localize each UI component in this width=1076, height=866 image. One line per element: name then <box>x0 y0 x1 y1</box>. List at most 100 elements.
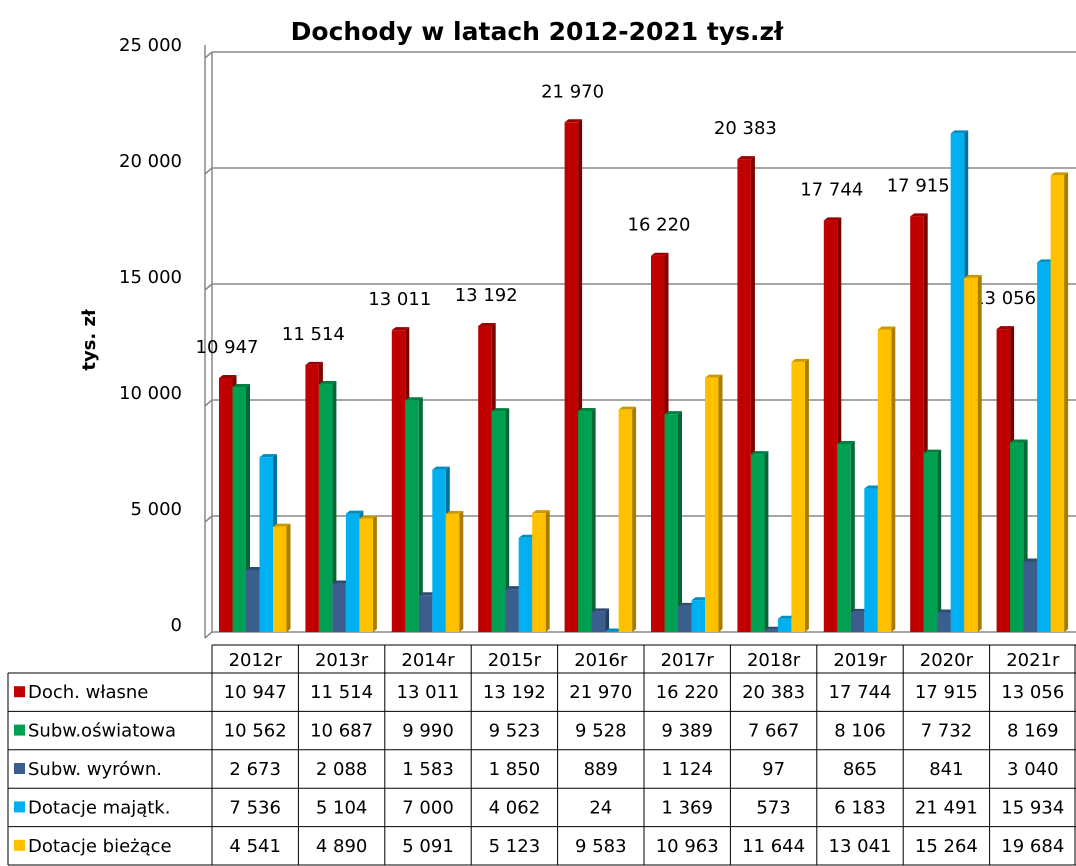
bar <box>259 457 273 632</box>
bar-side <box>505 408 510 632</box>
table-cell: 13 041 <box>829 836 892 857</box>
bar <box>432 469 446 632</box>
table-header: 2020r <box>920 650 974 671</box>
bar <box>678 605 692 632</box>
table-cell: 573 <box>756 797 790 818</box>
table-cell: 5 123 <box>489 836 541 857</box>
table-cell: 889 <box>584 759 618 780</box>
table-header: 2016r <box>574 650 628 671</box>
bar-top <box>618 406 637 410</box>
bar-top <box>950 130 969 134</box>
bar-side <box>632 406 637 632</box>
bar-top <box>591 608 610 612</box>
legend-label: Doch. własne <box>28 682 148 703</box>
data-label: 17 744 <box>800 179 863 200</box>
legend-swatch <box>14 839 25 851</box>
chart-title: Dochody w latach 2012-2021 tys.zł <box>291 17 784 46</box>
data-label: 16 220 <box>628 215 691 236</box>
table-cell: 8 106 <box>834 721 886 742</box>
y-tick-label: 0 <box>171 615 182 636</box>
bar <box>445 513 460 632</box>
bar-top <box>1050 172 1069 176</box>
bar-top <box>823 217 842 221</box>
bar-top <box>259 454 277 458</box>
bar-top <box>964 274 982 278</box>
bar-top <box>391 327 410 331</box>
bar-top <box>996 326 1015 330</box>
table-cell: 11 644 <box>742 836 805 857</box>
table-cell: 15 934 <box>1001 797 1064 818</box>
bar <box>705 377 719 632</box>
bar-top <box>850 608 869 612</box>
legend-label: Subw.oświatowa <box>28 721 176 742</box>
data-label: 20 383 <box>714 118 777 139</box>
bar-side <box>418 397 423 632</box>
table-cell: 7 732 <box>921 721 973 742</box>
bar-top <box>605 628 623 632</box>
y-tick-label: 15 000 <box>119 267 182 288</box>
bar-top <box>491 408 510 412</box>
table-cell: 2 088 <box>316 759 368 780</box>
table-cell: 865 <box>843 759 877 780</box>
legend-label: Subw. wyrówn. <box>28 759 162 780</box>
bar <box>564 122 579 633</box>
bar-side <box>372 515 377 632</box>
bar-top <box>345 510 364 514</box>
bar-top <box>864 485 882 489</box>
bar-top <box>405 397 423 401</box>
bar <box>232 386 246 632</box>
bar-top <box>664 411 682 415</box>
bar-side <box>591 407 596 632</box>
table-cell: 9 528 <box>575 721 627 742</box>
bar-side <box>286 523 291 632</box>
bar <box>273 526 287 632</box>
bar <box>651 255 665 633</box>
bar-top <box>877 326 896 330</box>
table-cell: 1 124 <box>661 759 713 780</box>
bar-top <box>1037 259 1055 263</box>
bar-top <box>564 119 583 123</box>
bar <box>877 329 892 632</box>
data-label: 10 947 <box>196 337 259 358</box>
bar <box>418 595 433 632</box>
bar <box>823 220 838 632</box>
bar-top <box>359 515 377 519</box>
grid-line-depth <box>204 51 213 59</box>
legend-swatch <box>14 686 25 698</box>
bar-top <box>445 510 464 514</box>
grid-line-depth <box>204 283 213 291</box>
y-tick-label: 20 000 <box>119 151 182 172</box>
bar <box>937 612 951 632</box>
table-cell: 10 687 <box>310 721 373 742</box>
table-cell: 9 990 <box>402 721 454 742</box>
y-tick-label: 25 000 <box>119 35 182 56</box>
y-tick-label: 10 000 <box>119 383 182 404</box>
bar <box>791 361 805 632</box>
table-cell: 19 684 <box>1001 836 1064 857</box>
bar <box>578 410 592 632</box>
bar-top <box>432 466 450 470</box>
table-cell: 9 583 <box>575 836 627 857</box>
table-header: 2018r <box>747 650 801 671</box>
table-cell: 97 <box>762 759 785 780</box>
bar-side <box>764 451 769 632</box>
bar-top <box>651 252 669 256</box>
bar-top <box>750 451 769 455</box>
table-cell: 10 963 <box>656 836 719 857</box>
bar <box>950 133 965 632</box>
bar <box>777 618 792 632</box>
bar-side <box>1064 172 1069 632</box>
bar-top <box>318 381 337 385</box>
bar-top <box>332 580 350 584</box>
bar <box>318 384 333 632</box>
table-cell: 20 383 <box>742 682 805 703</box>
table-cell: 9 389 <box>661 721 713 742</box>
bar <box>750 454 765 632</box>
bar <box>691 600 705 632</box>
bar <box>405 400 419 632</box>
bar-top <box>923 449 942 453</box>
bar <box>478 325 492 632</box>
bar <box>1050 175 1065 632</box>
y-axis-label: tys. zł <box>79 308 100 371</box>
table-cell: 21 491 <box>915 797 978 818</box>
